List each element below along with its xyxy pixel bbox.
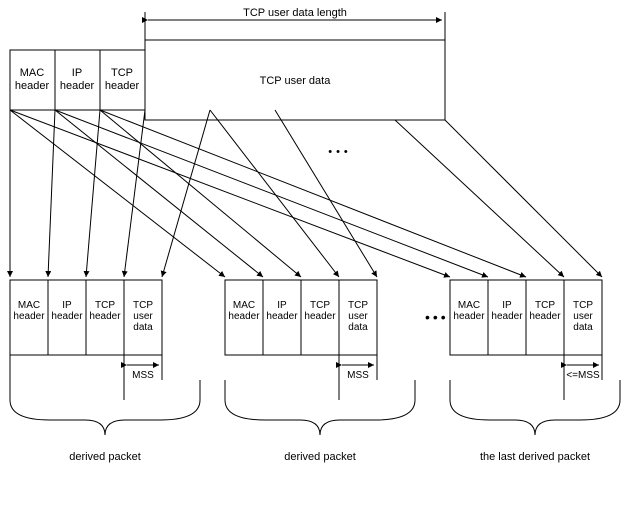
arrow-data-p2b [275, 110, 377, 277]
arrow-mac-p3 [10, 110, 450, 277]
derived-col-label: TCPuserdata [348, 300, 368, 333]
arrow-data-p3a [395, 120, 564, 277]
brace2-label: derived packet [284, 451, 356, 463]
derived-col-label: TCPuserdata [133, 300, 153, 333]
dim-label: TCP user data length [243, 7, 347, 19]
mss3-label: <=MSS [566, 370, 600, 381]
arrow-ip-p1 [48, 110, 55, 277]
arrow-ip-p2 [55, 110, 263, 277]
arrow-data-p3b [445, 120, 602, 277]
mss2-label: MSS [347, 370, 369, 381]
arrow-mac-p2 [10, 110, 225, 277]
mss1-label: MSS [132, 370, 154, 381]
packet-dots: ••• [425, 309, 449, 325]
brace3-label: the last derived packet [480, 451, 590, 463]
orig-data-label: TCP user data [260, 75, 332, 87]
arrow-data-p1a [124, 110, 145, 277]
brace1 [10, 400, 200, 435]
arrow-tcp-p3 [100, 110, 526, 277]
arrow-tcp-p1 [86, 110, 100, 277]
derived-col-label: TCPuserdata [573, 300, 593, 333]
mid-dots: ••• [328, 146, 352, 158]
arrow-data-p1b [162, 110, 210, 277]
brace1-label: derived packet [69, 451, 141, 463]
brace2 [225, 400, 415, 435]
brace3 [450, 400, 620, 435]
